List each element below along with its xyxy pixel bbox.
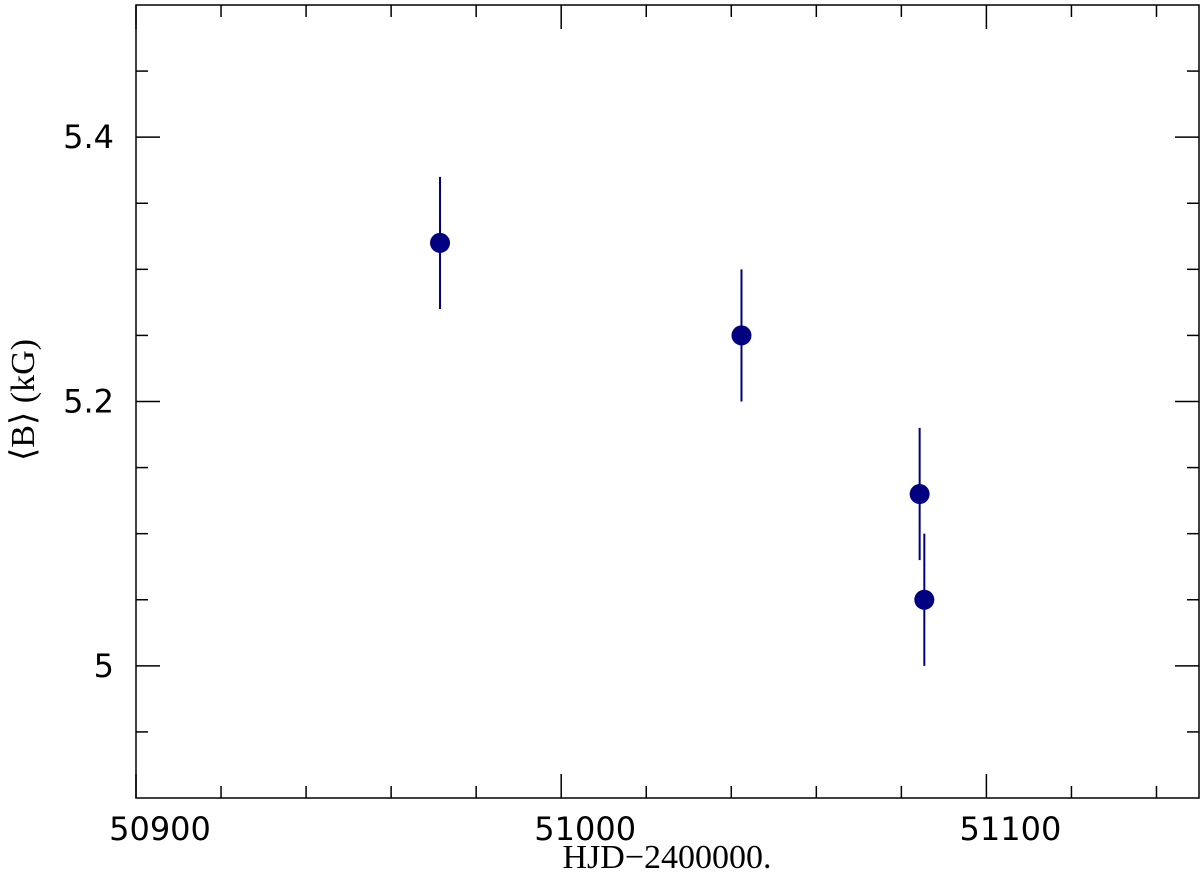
x-tick-label: 50900 bbox=[109, 810, 211, 848]
point bbox=[731, 325, 752, 346]
y-tick-label: 5.4 bbox=[63, 118, 114, 156]
point bbox=[430, 232, 451, 253]
point bbox=[914, 589, 935, 610]
x-tick-label: 51000 bbox=[534, 810, 636, 848]
x-axis-label: HJD−2400000. bbox=[562, 839, 771, 876]
y-tick-label: 5.2 bbox=[63, 383, 114, 421]
y-axis-label: ⟨B⟩ (kG) bbox=[5, 339, 42, 461]
point bbox=[909, 484, 930, 505]
plot-frame bbox=[135, 4, 1200, 799]
x-tick-label: 51100 bbox=[960, 810, 1062, 848]
y-tick-label: 5 bbox=[94, 647, 114, 685]
